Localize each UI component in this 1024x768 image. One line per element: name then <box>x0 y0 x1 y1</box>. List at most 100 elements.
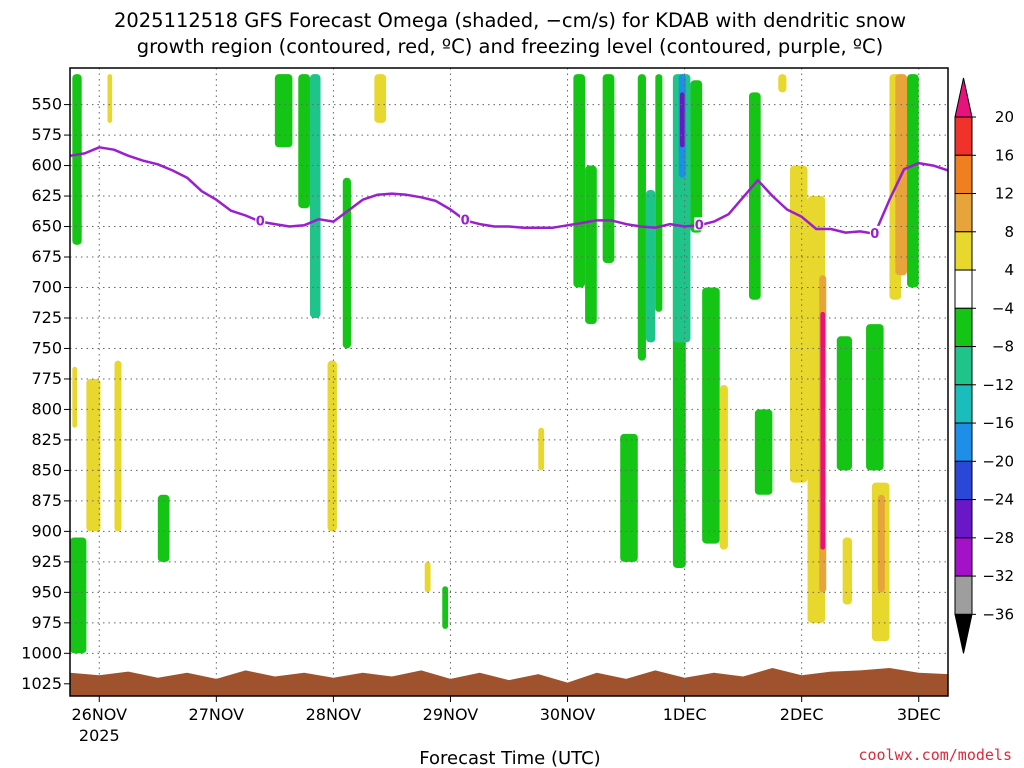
colorbar-label: −32 <box>982 567 1014 585</box>
colorbar-label: −8 <box>992 338 1014 356</box>
colorbar-bin <box>954 307 973 348</box>
colorbar-label: 8 <box>1004 223 1014 241</box>
omega-region <box>157 494 170 562</box>
colorbar-bin <box>954 193 973 233</box>
freezing-level-contour-label: 0 <box>870 227 879 242</box>
x-tick-label: 30NOV <box>540 705 596 724</box>
omega-region <box>907 74 919 288</box>
y-tick-label: 750 <box>31 338 62 357</box>
colorbar-bin <box>954 154 973 195</box>
y-tick-label: 700 <box>31 277 62 296</box>
colorbar-label: −28 <box>982 529 1014 547</box>
y-tick-label: 675 <box>31 247 62 266</box>
omega-region <box>70 537 87 654</box>
x-tick-label: 27NOV <box>189 705 245 724</box>
freezing-level-line <box>69 146 949 236</box>
y-tick-label: 625 <box>31 186 62 205</box>
colorbar-bin <box>954 422 973 462</box>
chart-title-line-1: 2025112518 GFS Forecast Omega (shaded, −… <box>114 9 906 32</box>
omega-region <box>107 74 113 123</box>
colorbar-top-arrow <box>954 77 973 118</box>
y-tick-label: 775 <box>31 369 62 388</box>
omega-region <box>877 494 885 593</box>
omega-region <box>114 360 122 532</box>
terrain-fill <box>70 668 948 696</box>
omega-region <box>789 165 808 483</box>
y-tick-label: 600 <box>31 156 62 175</box>
omega-region <box>778 74 787 93</box>
x-tick-label: 28NOV <box>306 705 362 724</box>
y-tick-label: 725 <box>31 308 62 327</box>
omega-region <box>424 561 431 593</box>
contour-label-bg <box>869 225 880 239</box>
omega-region <box>702 287 720 544</box>
freezing-level-contour-label: 0 <box>461 213 470 228</box>
omega-region <box>748 92 761 300</box>
omega-region <box>620 433 638 562</box>
colorbar-label: −16 <box>982 414 1014 432</box>
y-tick-label: 950 <box>31 582 62 601</box>
x-tick-label: 2DEC <box>780 705 824 724</box>
x-year-label: 2025 <box>79 726 120 745</box>
omega-region <box>442 586 449 629</box>
chart-title-line-2: growth region (contoured, red, ºC) and f… <box>137 35 884 58</box>
omega-region <box>602 74 615 264</box>
omega-region <box>573 74 586 288</box>
y-tick-label: 550 <box>31 95 62 114</box>
colorbar-bin <box>954 499 973 539</box>
y-tick-label: 900 <box>31 521 62 540</box>
x-tick-label: 1DEC <box>663 705 707 724</box>
y-tick-label: 925 <box>31 552 62 571</box>
colorbar-label: −20 <box>982 452 1014 470</box>
contour-label-bg <box>255 213 266 227</box>
colorbar-label: −12 <box>982 376 1014 394</box>
omega-region <box>274 74 293 148</box>
colorbar-bin <box>954 116 973 156</box>
contour-label-bg <box>460 212 471 226</box>
omega-region <box>374 74 387 123</box>
colorbar-bin <box>954 384 973 424</box>
omega-region <box>72 366 78 428</box>
omega-region <box>672 74 691 343</box>
x-tick-label: 26NOV <box>71 705 127 724</box>
omega-region <box>679 92 685 148</box>
omega-region <box>645 189 656 343</box>
freezing-level-contour-label: 0 <box>256 215 265 230</box>
colorbar-bin <box>954 346 973 386</box>
omega-region <box>327 360 337 532</box>
terrain-area <box>70 668 948 696</box>
y-tick-label: 825 <box>31 430 62 449</box>
omega-region <box>719 385 728 550</box>
y-tick-label: 850 <box>31 460 62 479</box>
y-tick-label: 975 <box>31 613 62 632</box>
grid-lines <box>70 68 948 696</box>
y-tick-label: 875 <box>31 491 62 510</box>
omega-region <box>820 311 826 550</box>
omega-region <box>754 409 773 495</box>
colorbar-label: 12 <box>995 185 1014 203</box>
colorbar-bin <box>954 537 973 577</box>
freezing-level-contour-label: 0 <box>695 218 704 233</box>
omega-region <box>866 324 884 471</box>
omega-region <box>585 165 597 325</box>
omega-region <box>298 74 310 209</box>
omega-shading <box>70 74 919 654</box>
freezing-level-contour: 0 0 0 0 <box>69 146 949 242</box>
credit-text: coolwx.com/models <box>858 746 1012 764</box>
colorbar-label: −24 <box>982 491 1014 509</box>
omega-region <box>342 177 351 349</box>
colorbar-label: −4 <box>992 299 1014 317</box>
colorbar-bin <box>954 460 973 501</box>
colorbar-label: 20 <box>995 108 1014 126</box>
colorbar-bin <box>954 269 973 309</box>
omega-region <box>86 378 101 532</box>
x-tick-label: 29NOV <box>423 705 479 724</box>
y-tick-label: 800 <box>31 399 62 418</box>
omega-region <box>842 537 853 605</box>
pressure-axis: 550 575 600 625 650 675 700 725 750 775 800 825 850 8… <box>21 95 70 693</box>
colorbar-bin <box>954 575 973 615</box>
y-tick-label: 1025 <box>21 674 62 693</box>
omega-region <box>637 74 646 361</box>
y-tick-label: 650 <box>31 217 62 236</box>
colorbar: 20 16 12 8 4 −4 −8 −12 −16 −20 −24 −28 −32 −36 <box>954 77 1014 654</box>
